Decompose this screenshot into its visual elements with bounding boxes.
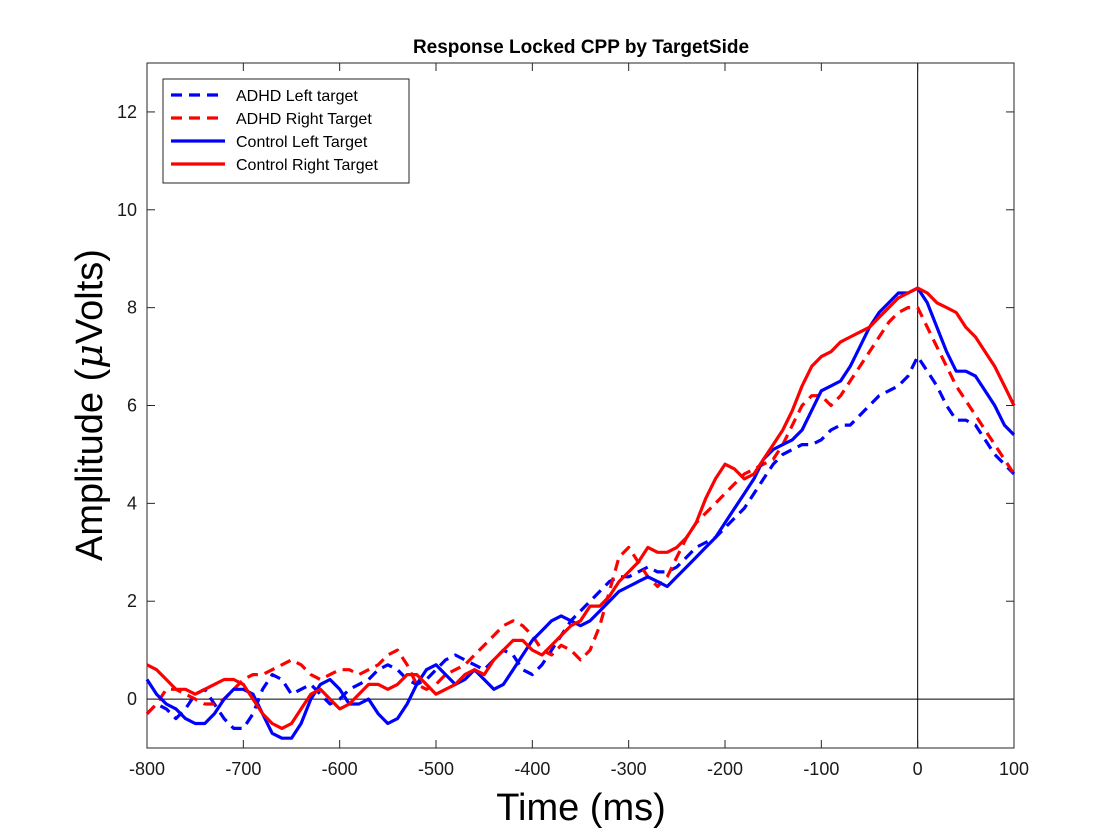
series-line-adhd-right-target [145,306,1016,715]
x-tick-label: 0 [913,759,923,779]
legend-box [162,78,410,184]
series-line-control-right-target [146,286,1016,730]
x-tick-label: 100 [999,759,1029,779]
legend-label: ADHD Left target [236,88,358,105]
x-tick-label: -700 [225,759,261,779]
y-tick-label: 8 [127,298,137,318]
x-tick-label: -800 [129,759,165,779]
reference-lines [147,63,1014,748]
y-tick-labels: 0 2 4 6 8 10 12 [117,102,137,709]
y-axis-label-suffix: Volts) [69,249,111,344]
y-axis-label-prefix: Amplitude ( [69,368,111,561]
x-tick-label: -200 [707,759,743,779]
x-tick-label: -500 [418,759,454,779]
legend-label: ADHD Right Target [236,111,372,128]
x-tick-label: -600 [322,759,358,779]
x-tick-label: -400 [514,759,550,779]
chart-title: Response Locked CPP by TargetSide [413,37,749,58]
y-tick-label: 12 [117,102,137,122]
y-tick-label: 2 [127,591,137,611]
x-axis-label: Time (ms) [496,787,666,829]
ticks-group [146,63,1015,748]
y-tick-label: 0 [127,689,137,709]
series-group [145,286,1016,740]
y-tick-label: 4 [127,493,137,513]
legend: ADHD Left target ADHD Right Target Control… [162,78,410,184]
y-tick-label: 6 [127,396,137,416]
y-axis-label: Amplitude (μVolts) [67,249,111,561]
y-axis-label-mu: μ [67,344,111,369]
x-tick-labels: -800 -700 -600 -500 -400 -300 -200 -100 0 100 [129,759,1029,779]
legend-label: Control Left Target [236,134,368,151]
x-tick-label: -100 [803,759,839,779]
legend-label: Control Right Target [236,157,379,174]
x-tick-label: -300 [611,759,647,779]
y-tick-label: 10 [117,200,137,220]
series-line-adhd-left-target [145,355,1016,730]
